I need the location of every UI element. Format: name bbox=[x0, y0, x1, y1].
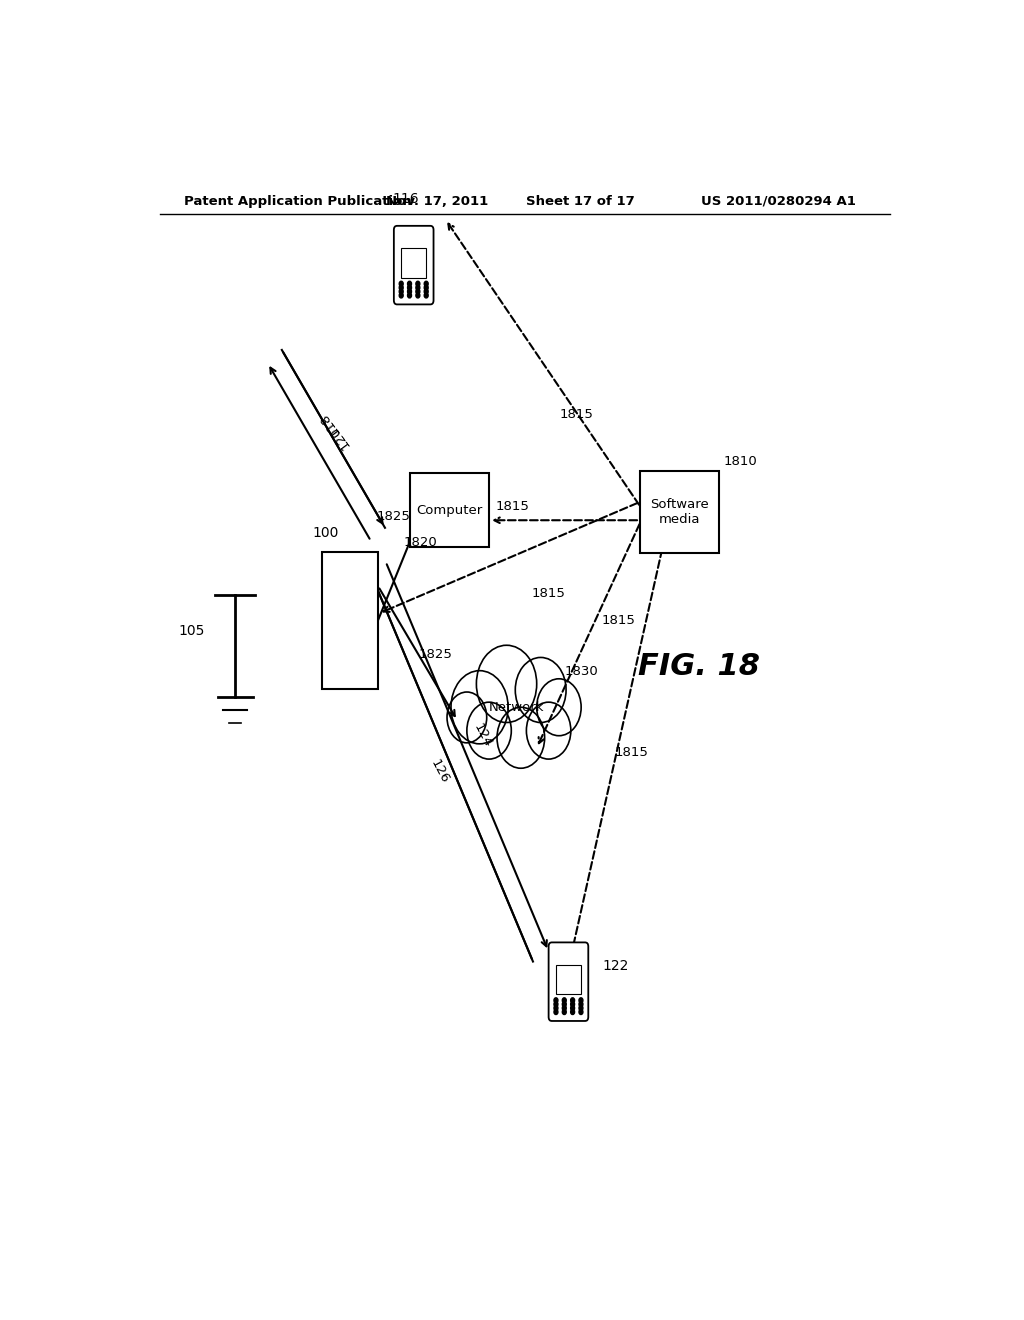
Text: 118: 118 bbox=[316, 409, 342, 438]
Circle shape bbox=[579, 998, 583, 1003]
Text: Sheet 17 of 17: Sheet 17 of 17 bbox=[526, 194, 635, 207]
Circle shape bbox=[554, 1010, 558, 1015]
Text: 100: 100 bbox=[313, 527, 339, 540]
Circle shape bbox=[570, 1010, 574, 1015]
Circle shape bbox=[562, 1006, 566, 1011]
FancyBboxPatch shape bbox=[323, 552, 378, 689]
Text: Software
media: Software media bbox=[650, 498, 709, 527]
Text: 1815: 1815 bbox=[531, 587, 565, 599]
Text: 1815: 1815 bbox=[496, 499, 529, 512]
Circle shape bbox=[515, 657, 566, 722]
Text: 1830: 1830 bbox=[564, 665, 598, 678]
Circle shape bbox=[467, 702, 511, 759]
Circle shape bbox=[408, 293, 412, 298]
FancyBboxPatch shape bbox=[410, 474, 489, 546]
Text: 1815: 1815 bbox=[615, 747, 649, 759]
Circle shape bbox=[399, 285, 403, 290]
FancyBboxPatch shape bbox=[640, 471, 719, 553]
Text: Nov. 17, 2011: Nov. 17, 2011 bbox=[386, 194, 488, 207]
Text: 105: 105 bbox=[178, 624, 205, 638]
Circle shape bbox=[408, 281, 412, 286]
Circle shape bbox=[408, 285, 412, 290]
Circle shape bbox=[399, 293, 403, 298]
FancyBboxPatch shape bbox=[549, 942, 588, 1020]
Text: 1815: 1815 bbox=[559, 408, 593, 421]
Text: 1825: 1825 bbox=[418, 648, 452, 661]
Text: Network: Network bbox=[489, 701, 545, 714]
Circle shape bbox=[424, 293, 428, 298]
Circle shape bbox=[554, 998, 558, 1003]
Circle shape bbox=[570, 1006, 574, 1011]
Text: 126: 126 bbox=[428, 758, 452, 787]
FancyBboxPatch shape bbox=[401, 248, 426, 277]
Text: 1815: 1815 bbox=[601, 614, 635, 627]
Circle shape bbox=[526, 702, 570, 759]
Circle shape bbox=[562, 998, 566, 1003]
Circle shape bbox=[399, 289, 403, 294]
Circle shape bbox=[451, 671, 508, 744]
Circle shape bbox=[537, 678, 582, 735]
Text: 120: 120 bbox=[327, 422, 352, 451]
FancyBboxPatch shape bbox=[556, 965, 582, 994]
Text: 122: 122 bbox=[603, 960, 630, 973]
Text: 124: 124 bbox=[471, 722, 495, 750]
Text: US 2011/0280294 A1: US 2011/0280294 A1 bbox=[701, 194, 856, 207]
Circle shape bbox=[424, 289, 428, 294]
Circle shape bbox=[570, 998, 574, 1003]
Circle shape bbox=[399, 281, 403, 286]
Text: 1810: 1810 bbox=[723, 455, 757, 467]
Text: 116: 116 bbox=[392, 191, 419, 206]
Circle shape bbox=[497, 708, 545, 768]
Text: Patent Application Publication: Patent Application Publication bbox=[183, 194, 412, 207]
Text: 1820: 1820 bbox=[403, 536, 437, 549]
Circle shape bbox=[562, 1010, 566, 1015]
Circle shape bbox=[476, 645, 537, 722]
Circle shape bbox=[447, 692, 486, 743]
Text: 1825: 1825 bbox=[377, 510, 411, 523]
Circle shape bbox=[579, 1002, 583, 1007]
Text: Computer: Computer bbox=[417, 503, 482, 516]
FancyBboxPatch shape bbox=[394, 226, 433, 305]
Circle shape bbox=[579, 1010, 583, 1015]
Circle shape bbox=[424, 281, 428, 286]
Circle shape bbox=[416, 289, 420, 294]
Circle shape bbox=[416, 285, 420, 290]
Circle shape bbox=[416, 281, 420, 286]
Circle shape bbox=[562, 1002, 566, 1007]
Circle shape bbox=[579, 1006, 583, 1011]
Text: FIG. 18: FIG. 18 bbox=[638, 652, 761, 681]
Circle shape bbox=[570, 1002, 574, 1007]
Circle shape bbox=[416, 293, 420, 298]
Circle shape bbox=[554, 1002, 558, 1007]
Circle shape bbox=[554, 1006, 558, 1011]
Circle shape bbox=[424, 285, 428, 290]
Circle shape bbox=[408, 289, 412, 294]
